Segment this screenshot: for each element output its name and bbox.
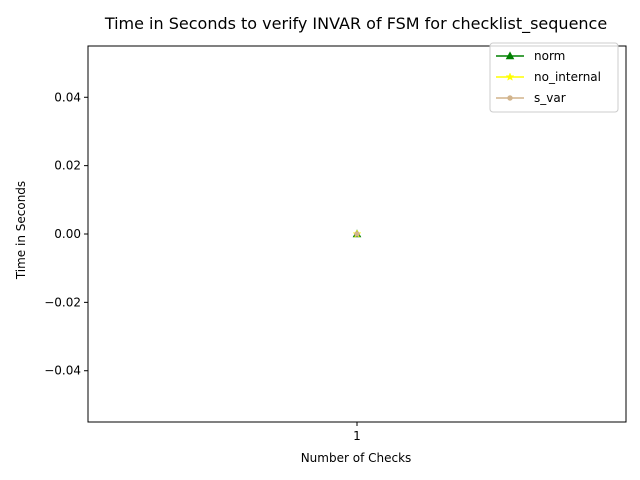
x-tick-label: 1 (353, 429, 361, 443)
legend-label-no-internal: no_internal (534, 70, 601, 84)
y-tick-label: −0.02 (44, 295, 81, 309)
legend-box (489, 42, 619, 113)
data-point-s-var-1 (354, 231, 360, 237)
y-tick-label: 0.00 (54, 227, 81, 241)
legend-label-s-var: s_var (534, 91, 566, 105)
legend-label-norm: norm (534, 49, 565, 63)
legend-marker-norm (505, 51, 515, 60)
legend-marker-no-internal (505, 72, 515, 81)
legend: norm no_internal s_var (489, 42, 619, 113)
y-tick-label: −0.04 (44, 364, 81, 378)
legend-marker-s-var (507, 95, 513, 101)
axes: 1 0.04 0.02 0.00 −0.02 −0.04 (44, 45, 627, 443)
y-tick-label: 0.04 (54, 90, 81, 104)
plot-area (352, 229, 362, 238)
x-axis-label: Number of Checks (301, 451, 412, 465)
chart-title: Time in Seconds to verify INVAR of FSM f… (104, 14, 607, 34)
y-axis-label: Time in Seconds (14, 181, 28, 280)
y-tick-label: 0.02 (54, 159, 81, 173)
